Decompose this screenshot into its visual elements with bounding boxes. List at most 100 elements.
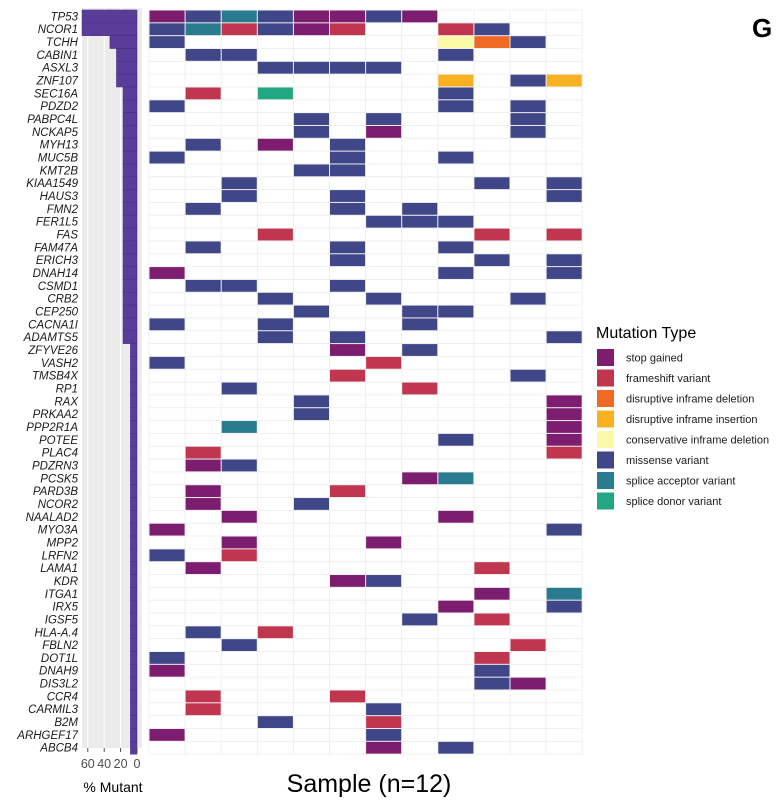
gene-label: DOT1L [41,653,78,665]
percent-mutant-bar [130,381,138,396]
mutation-cell [474,254,510,267]
gene-label: PABPC4L [27,114,78,126]
mutation-cell [510,677,546,690]
legend-swatch [597,492,614,510]
gene-label: HAUS3 [40,191,79,203]
mutation-cell [546,74,582,87]
mutation-cell [257,87,293,100]
gene-label: ERICH3 [36,255,79,267]
mutation-cell [330,575,366,587]
mutation-cell [474,664,510,677]
mutation-cell [330,690,366,703]
gene-label: B2M [54,717,78,729]
mutation-cell [438,241,474,254]
percent-mutant-bar [122,253,138,267]
mutation-cell [438,433,474,446]
percent-mutant-bar [130,510,138,524]
gene-label: CEP250 [35,307,78,319]
percent-mutant-bar [130,522,138,537]
legend-label: disruptive inframe deletion [626,394,754,406]
gene-label: DNAH9 [39,666,79,678]
percent-mutant-bar [122,266,138,280]
percent-mutant-bar [130,715,138,729]
gene-label: PARD3B [33,486,78,498]
mutation-cell [330,23,366,36]
mutation-cell [510,100,546,113]
percent-mutant-bar [116,61,138,75]
mutation-cell [185,48,221,61]
gene-label: PLAC4 [42,448,78,460]
mutation-cell [149,10,185,23]
gene-label: SEC16A [34,88,78,100]
mutation-cell [330,485,366,498]
mutation-cell [474,677,510,690]
gene-label: CCR4 [47,691,78,703]
mutation-cell [438,87,474,100]
mutation-cell [221,177,257,190]
gene-label: POTEE [39,435,78,447]
panel-label: G [752,13,772,43]
mutation-cell [474,652,510,664]
legend-swatch [597,410,614,428]
legend-label: splice acceptor variant [626,476,735,488]
mutation-cell [474,587,510,600]
mutation-cell [438,100,474,113]
percent-mutant-bar [122,214,138,229]
mutation-cell [438,215,474,228]
mutation-cell [257,626,293,639]
percent-mutant-bar [130,728,138,742]
mutation-cell [366,536,402,549]
mutation-cell [474,613,510,626]
mutation-cell [402,202,438,215]
gene-label: ABCB4 [39,743,78,755]
mutation-cell [546,190,582,202]
percent-mutant-bar [130,702,138,716]
mutation-cell [330,254,366,267]
mutation-cell [149,356,185,369]
percent-mutant-bar [130,407,138,421]
gene-label: KIAA1549 [26,178,78,190]
mutation-cell [366,741,402,754]
mutation-cell [185,459,221,472]
mutation-cell [510,639,546,651]
mutation-cell [293,395,329,408]
mutation-cell [366,728,402,741]
mutation-cell [438,472,474,485]
mutation-cell [293,23,329,36]
percent-mutant-bar [130,394,138,409]
legend-swatch [597,451,614,469]
mutation-cell [330,331,366,344]
percent-mutant-bar [130,612,138,627]
gene-label: FAM47A [34,242,78,254]
mutation-cell [366,125,402,138]
percent-mutant-bar [130,561,138,575]
bar-axis-title: % Mutant [83,779,142,795]
legend-label: disruptive inframe insertion [626,414,757,426]
mutation-cell [366,292,402,305]
percent-mutant-bar [130,471,138,486]
mutation-cell [330,138,366,151]
mutation-cell [510,292,546,305]
percent-mutant-bar [122,138,138,152]
mutation-cell [257,10,293,23]
mutation-cell [546,421,582,433]
percent-mutant-bar [130,625,138,639]
percent-mutant-bar [122,163,138,178]
mutation-cell [402,215,438,228]
gene-label: TP53 [51,11,79,23]
mutation-cell [149,151,185,164]
percent-mutant-bar [130,420,138,434]
mutation-cell [185,485,221,498]
percent-mutant-bar [130,741,138,755]
mutation-cell [185,279,221,292]
mutation-cell [546,177,582,190]
percent-mutant-bar [81,9,138,24]
mutation-cell [510,113,546,125]
gene-label: TMSB4X [32,371,79,383]
bar-tick-label: 0 [134,757,141,771]
mutation-cell [546,587,582,600]
percent-mutant-bar [122,112,138,126]
mutation-cell [185,626,221,639]
mutation-cell [221,421,257,433]
